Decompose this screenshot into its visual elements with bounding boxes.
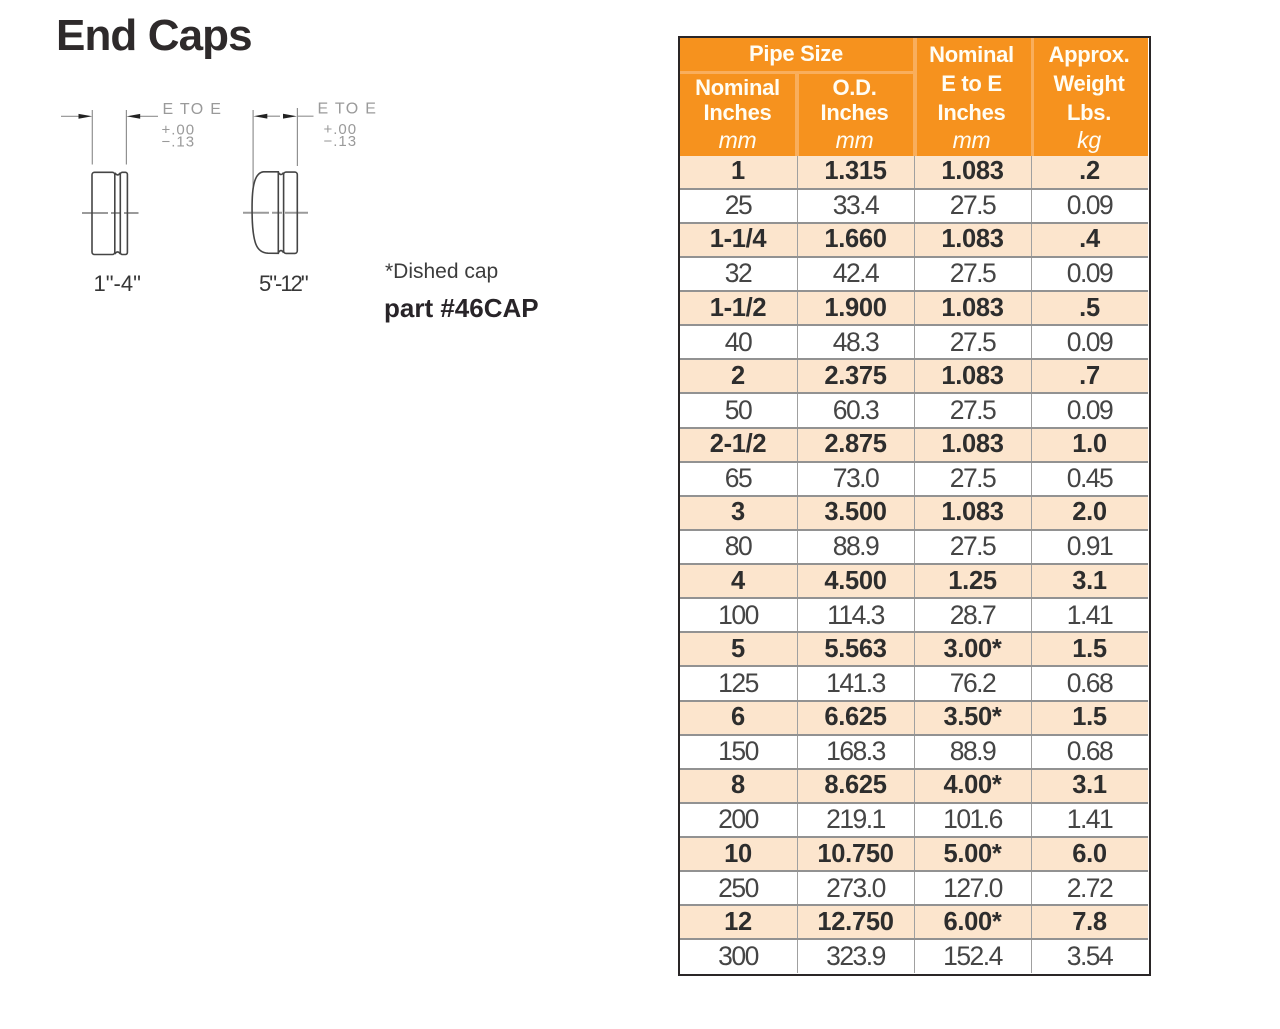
svg-text:+.00: +.00 — [162, 122, 196, 139]
svg-text:−.13: −.13 — [162, 133, 196, 150]
svg-text:E TO E: E TO E — [163, 101, 223, 118]
svg-text:E TO E: E TO E — [318, 101, 378, 118]
svg-text:−.13: −.13 — [324, 133, 358, 150]
svg-text:+.00: +.00 — [324, 121, 358, 138]
